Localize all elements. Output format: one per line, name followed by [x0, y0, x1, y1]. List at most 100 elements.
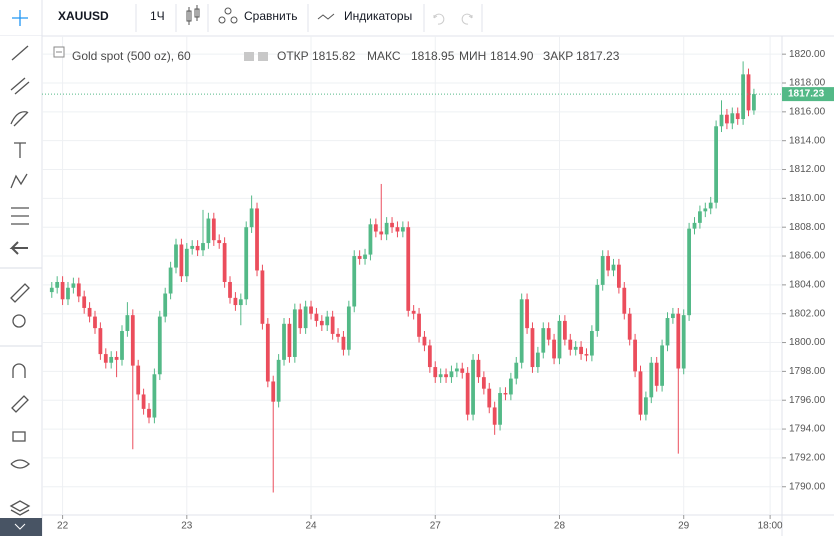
candle-body [541, 328, 546, 353]
candle-body [400, 227, 405, 232]
layers-tool[interactable] [9, 500, 31, 516]
lock-tool[interactable] [12, 431, 26, 442]
open-label: ОТКР [277, 49, 309, 63]
candle-body [292, 309, 297, 357]
candle-body [600, 256, 605, 285]
x-tick-label: 22 [57, 521, 69, 532]
chart-style-icon[interactable] [186, 5, 200, 25]
candle-body [519, 299, 524, 363]
last-price-marker [782, 87, 834, 102]
candle-body [725, 114, 729, 124]
redo-button[interactable] [461, 13, 473, 25]
close-label: ЗАКР [543, 49, 573, 63]
candle-body [649, 362, 654, 398]
candle-body [98, 328, 103, 355]
candle-body [703, 208, 708, 212]
last-price-label: 1817.23 [788, 89, 825, 100]
candle-body [741, 74, 746, 120]
candle-body [217, 240, 222, 244]
text-tool[interactable] [14, 142, 26, 158]
candle-body [530, 328, 535, 368]
interval[interactable]: 1Ч [150, 9, 165, 23]
indicators-icon[interactable] [317, 13, 335, 20]
candle-body [471, 359, 475, 415]
candle-body [692, 222, 697, 229]
candle-body [314, 313, 319, 321]
candle-body [206, 218, 211, 244]
candle-body [303, 306, 308, 329]
candle-body [330, 316, 335, 334]
candle-body [595, 284, 600, 332]
brush-tool[interactable] [10, 111, 29, 127]
candle-body [660, 345, 664, 386]
undo-button[interactable] [433, 13, 445, 25]
fib-tool[interactable] [10, 77, 30, 95]
candle-body [681, 315, 686, 369]
x-tick-label: 24 [305, 521, 317, 532]
candle-body [228, 281, 232, 298]
compare-icon[interactable] [218, 7, 238, 24]
candle-body [298, 309, 303, 329]
lock-drawing-tool[interactable] [11, 395, 29, 413]
candle-body [622, 287, 627, 314]
legend-icon[interactable] [258, 52, 268, 61]
pattern-tool[interactable] [10, 173, 28, 189]
compare-button[interactable]: Сравнить [244, 9, 297, 23]
candle-body [352, 256, 357, 307]
candle-body [752, 94, 756, 111]
candle-body [698, 211, 702, 223]
candle-body [584, 354, 589, 356]
candle-body [395, 227, 400, 232]
candle-body [244, 227, 249, 300]
collapse-button[interactable] [0, 518, 42, 536]
candle-body [411, 310, 416, 314]
visibility-tool[interactable] [10, 459, 30, 469]
prediction-tool[interactable] [11, 207, 29, 225]
low-value: 1814.90 [490, 49, 534, 63]
candle-body [136, 365, 141, 395]
candle-body [238, 299, 243, 306]
zoom-tool[interactable] [12, 314, 26, 328]
candle-body [82, 296, 87, 308]
candle-body [379, 231, 384, 235]
candle-body [535, 352, 540, 368]
x-tick-label: 18:00 [758, 521, 783, 532]
candle-body [514, 362, 519, 379]
y-tick-label: 1794.00 [789, 424, 826, 435]
trend-line-tool[interactable] [11, 45, 29, 61]
candle-body [476, 359, 481, 378]
left-toolbar [0, 36, 42, 536]
candle-body [373, 224, 378, 232]
candle-body [638, 371, 643, 415]
candle-body [730, 113, 735, 124]
crosshair-tool[interactable] [12, 10, 28, 26]
magnet-tool[interactable] [12, 363, 26, 378]
candle-body [341, 336, 346, 350]
back-tool[interactable] [9, 241, 28, 255]
candle-body [190, 245, 195, 249]
candle-body [276, 359, 281, 402]
y-tick-label: 1806.00 [789, 251, 826, 262]
ruler-tool[interactable] [10, 283, 30, 303]
indicators-button[interactable]: Индикаторы [344, 9, 412, 23]
candle-body [55, 281, 60, 288]
candle-body [552, 339, 556, 359]
candle-body [454, 368, 459, 372]
candle-body [562, 320, 567, 340]
candle-body [503, 393, 508, 395]
candle-body [481, 377, 486, 389]
candle-body [671, 313, 675, 319]
candle-body [573, 346, 578, 350]
symbol[interactable]: XAUUSD [58, 9, 109, 23]
y-tick-label: 1814.00 [789, 135, 826, 146]
legend-icon[interactable] [244, 52, 254, 61]
y-tick-label: 1808.00 [789, 222, 826, 233]
candle-body [384, 222, 389, 235]
candle-body [60, 281, 65, 300]
candle-body [184, 248, 189, 277]
candle-body [233, 297, 238, 306]
candle-body [260, 270, 265, 324]
y-tick-label: 1820.00 [789, 49, 826, 60]
